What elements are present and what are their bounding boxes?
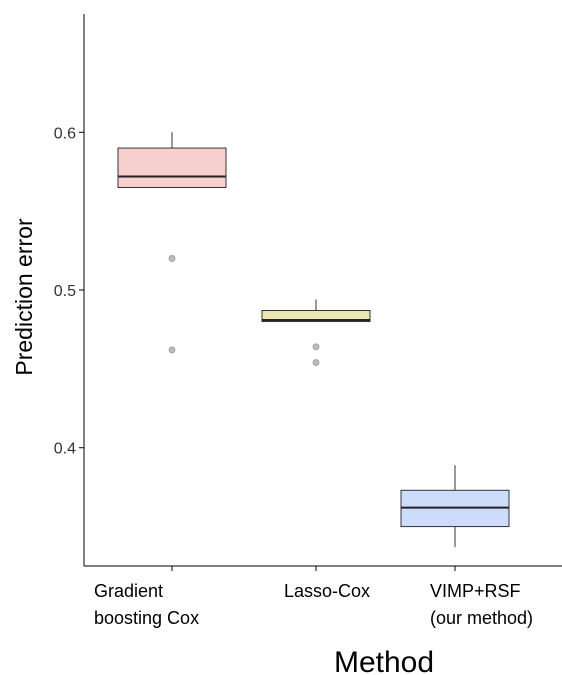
category-label: Gradient [94, 581, 163, 601]
y-tick-label: 0.6 [54, 125, 76, 142]
category-label: VIMP+RSF [430, 581, 521, 601]
x-axis-title: Method [334, 646, 434, 675]
y-tick-label: 0.5 [54, 283, 76, 300]
box-iqr [261, 310, 371, 323]
category-label: Lasso-Cox [284, 581, 370, 601]
y-tick-label: 0.4 [54, 441, 76, 458]
box-group-3 [400, 465, 510, 548]
outlier-point [168, 346, 176, 354]
box-group-1 [117, 132, 227, 354]
category-label: boosting Cox [94, 608, 199, 628]
outlier-point [168, 255, 176, 262]
category-label: (our method) [430, 608, 533, 628]
y-axis-title: Prediction error [11, 218, 37, 376]
y-ticks: 0.4 0.5 0.6 [54, 125, 84, 458]
category-labels: Gradient boosting Cox Lasso-Cox VIMP+RSF (ou… [94, 566, 533, 628]
outlier-point [312, 359, 320, 366]
box-group-2 [261, 299, 371, 366]
outlier-point [312, 343, 320, 351]
axes [83, 14, 562, 567]
box-iqr [117, 147, 227, 188]
boxes [117, 132, 510, 548]
